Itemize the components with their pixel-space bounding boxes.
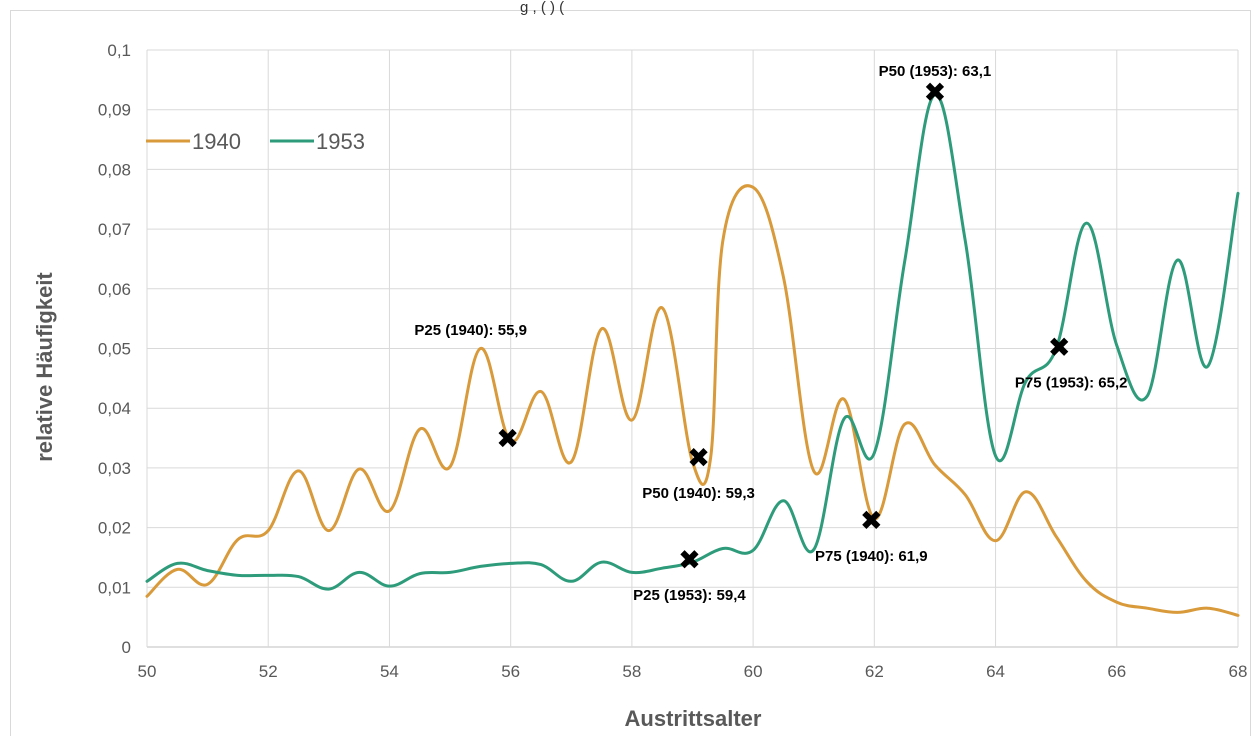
percentile-label: P50 (1940): 59,3: [642, 485, 755, 502]
x-tick-label: 54: [380, 662, 399, 681]
y-tick-label: 0,01: [98, 578, 131, 597]
percentile-marker: [689, 448, 708, 467]
x-tick-label: 66: [1107, 662, 1126, 681]
y-tick-label: 0,04: [98, 399, 131, 418]
percentile-marker: [862, 510, 881, 529]
y-axis-title: relative Häufigkeit: [32, 272, 57, 462]
top-caption-fragment: g , ( ) (: [520, 0, 564, 16]
y-tick-label: 0,09: [98, 101, 131, 120]
x-tick-label: 68: [1229, 662, 1248, 681]
y-tick-label: 0,07: [98, 220, 131, 239]
legend: 1940 1953: [146, 129, 365, 154]
y-tick-labels: 0 0,01 0,02 0,03 0,04 0,05 0,06 0,07 0,08 0,09 0,1: [98, 41, 131, 657]
y-tick-label: 0,1: [107, 41, 131, 60]
y-tick-label: 0: [122, 638, 131, 657]
x-tick-label: 64: [986, 662, 1005, 681]
grid: [146, 49, 1239, 648]
percentile-marker: [680, 550, 699, 569]
y-tick-label: 0,06: [98, 280, 131, 299]
percentile-label: P75 (1940): 61,9: [815, 548, 928, 565]
x-tick-label: 62: [865, 662, 884, 681]
percentile-marker: [1050, 337, 1069, 356]
x-tick-labels: 50 52 54 56 58 60 62 64 66 68: [138, 662, 1248, 681]
legend-label-1940: 1940: [192, 129, 241, 154]
percentile-markers: P25 (1940): 55,9 P50 (1940): 59,3 P75 (194…: [414, 63, 1127, 604]
y-tick-label: 0,08: [98, 160, 131, 179]
x-tick-label: 50: [138, 662, 157, 681]
chart-border: [10, 10, 1251, 736]
y-tick-label: 0,05: [98, 340, 131, 359]
x-tick-label: 56: [501, 662, 520, 681]
y-tick-label: 0,03: [98, 459, 131, 478]
x-axis-title: Austrittsalter: [625, 706, 762, 731]
x-tick-label: 60: [744, 662, 763, 681]
series-line-1953: [145, 93, 1240, 591]
x-tick-label: 52: [259, 662, 278, 681]
percentile-label: P50 (1953): 63,1: [879, 63, 992, 80]
percentile-label: P25 (1953): 59,4: [633, 587, 746, 604]
x-tick-label: 58: [622, 662, 641, 681]
percentile-marker: [925, 82, 945, 101]
percentile-label: P75 (1953): 65,2: [1015, 375, 1128, 392]
percentile-marker: [498, 428, 517, 448]
legend-label-1953: 1953: [316, 129, 365, 154]
percentile-label: P25 (1940): 55,9: [414, 322, 527, 339]
y-tick-label: 0,02: [98, 519, 131, 538]
